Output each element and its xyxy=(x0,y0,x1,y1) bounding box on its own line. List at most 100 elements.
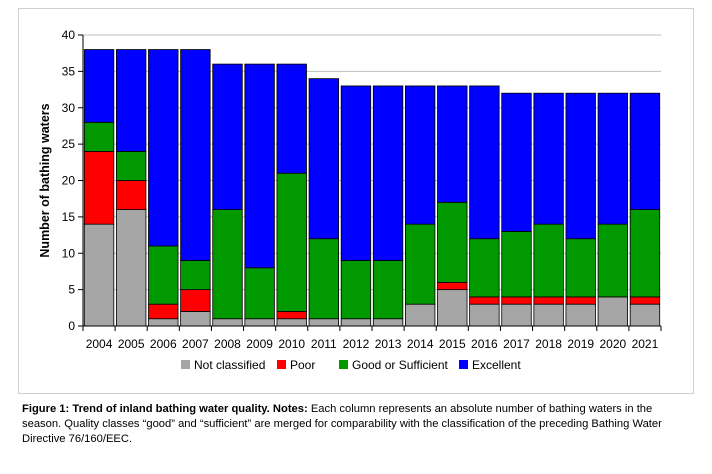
bar-segment xyxy=(469,85,500,240)
y-axis-label: Number of bathing waters xyxy=(38,103,52,257)
bar-segment xyxy=(469,238,500,298)
bar-segment xyxy=(629,296,661,305)
bar-segment xyxy=(629,209,661,298)
stacked-bar-chart: 0 5 10 15 20 25 30 35 40 2004 2005 2006 2007 2008 2009… xyxy=(38,28,662,372)
bar-segment xyxy=(212,63,243,210)
bar-segment xyxy=(533,303,564,327)
bar-segment xyxy=(437,201,468,283)
bar-segment xyxy=(115,209,147,327)
bar-segment xyxy=(404,85,436,225)
bar-segment xyxy=(115,180,147,211)
legend-swatch xyxy=(339,360,348,369)
bar-segment xyxy=(501,92,532,232)
x-tick-label: 2014 xyxy=(407,337,434,351)
x-tick-label: 2007 xyxy=(182,337,209,351)
bar-segment xyxy=(244,63,275,269)
legend-swatch xyxy=(459,360,468,369)
bar-segment xyxy=(404,303,436,327)
bar-segment xyxy=(180,289,211,312)
bar-segment xyxy=(212,209,243,320)
x-tick-label: 2004 xyxy=(86,337,113,351)
bar-segment xyxy=(308,78,340,240)
x-tick-label: 2019 xyxy=(567,337,594,351)
chart-container: 0 5 10 15 20 25 30 35 40 2004 2005 2006 2007 2008 2009… xyxy=(18,8,694,394)
y-tick-label: 5 xyxy=(68,283,75,297)
figure-caption: Figure 1: Trend of inland bathing water … xyxy=(22,402,694,447)
x-tick-label: 2011 xyxy=(311,337,337,351)
bar-segment xyxy=(212,318,243,327)
y-tick-label: 10 xyxy=(62,246,76,260)
bar-segment xyxy=(629,92,661,210)
x-tick-label: 2010 xyxy=(278,337,305,351)
bar-segment xyxy=(501,296,532,305)
x-tick-label: 2006 xyxy=(150,337,177,351)
x-tick-label: 2012 xyxy=(343,337,370,351)
bar-segment xyxy=(565,296,596,305)
y-tick-label: 25 xyxy=(62,137,76,151)
y-tick-label: 15 xyxy=(62,210,76,224)
bar-segment xyxy=(244,318,275,327)
x-tick-label: 2017 xyxy=(503,337,530,351)
bar-segment xyxy=(83,150,115,225)
bar-segment xyxy=(437,281,468,291)
bar-segment xyxy=(83,223,115,327)
bar-segment xyxy=(372,260,404,320)
bar-segment xyxy=(340,260,372,320)
bar-segment xyxy=(565,92,596,240)
bar-segment xyxy=(469,296,500,305)
bar-segment xyxy=(148,303,179,320)
bar-segment xyxy=(404,223,436,305)
bar-segment xyxy=(437,289,468,327)
bar-segment xyxy=(597,223,629,298)
x-tick-label: 2016 xyxy=(471,337,498,351)
bar-segment xyxy=(533,223,564,298)
bar-segment xyxy=(340,318,372,327)
y-tick-label: 35 xyxy=(62,64,76,78)
bar-segment xyxy=(308,318,340,327)
bar-segment xyxy=(533,92,564,225)
caption-text: Each column represents an absolute numbe… xyxy=(22,403,662,445)
x-tick-label: 2009 xyxy=(246,337,273,351)
legend-swatch xyxy=(277,360,286,369)
y-tick-label: 40 xyxy=(62,28,76,42)
bar-segment xyxy=(372,318,404,327)
bar-segment xyxy=(597,92,629,225)
bar-segment xyxy=(148,318,179,327)
bar-segment xyxy=(148,245,179,305)
bar-segment xyxy=(501,231,532,298)
legend-label: Excellent xyxy=(472,358,521,372)
legend-label: Good or Sufficient xyxy=(352,358,449,372)
bar-segment xyxy=(469,303,500,327)
bar-segment xyxy=(533,296,564,305)
bar-segment xyxy=(501,303,532,327)
bar-segment xyxy=(148,49,179,247)
bar-segment xyxy=(565,303,596,327)
x-tick-label: 2020 xyxy=(599,337,626,351)
bar-segment xyxy=(437,85,468,203)
bar-segment xyxy=(276,172,307,312)
bar-segment xyxy=(180,260,211,291)
bar-segment xyxy=(372,85,404,261)
x-tick-label: 2008 xyxy=(214,337,241,351)
bar-segment xyxy=(308,238,340,320)
legend-label: Not classified xyxy=(194,358,265,372)
legend-label: Poor xyxy=(290,358,315,372)
bar-segment xyxy=(565,238,596,298)
bar-segment xyxy=(244,267,275,320)
bar-segment xyxy=(276,311,307,320)
y-tick-label: 30 xyxy=(62,101,76,115)
bar-segment xyxy=(340,85,372,261)
bar-segment xyxy=(629,303,661,327)
x-tick-label: 2018 xyxy=(535,337,562,351)
x-tick-label: 2021 xyxy=(632,337,659,351)
bar-segment xyxy=(276,63,307,174)
x-tick-label: 2015 xyxy=(439,337,466,351)
x-tick-label: 2013 xyxy=(375,337,402,351)
bar-segment xyxy=(115,150,147,181)
bar-segment xyxy=(115,49,147,152)
y-tick-label: 0 xyxy=(68,319,75,333)
legend-swatch xyxy=(181,360,190,369)
y-tick-label: 20 xyxy=(62,174,76,188)
bar-segment xyxy=(597,296,629,327)
bar-segment xyxy=(276,318,307,327)
